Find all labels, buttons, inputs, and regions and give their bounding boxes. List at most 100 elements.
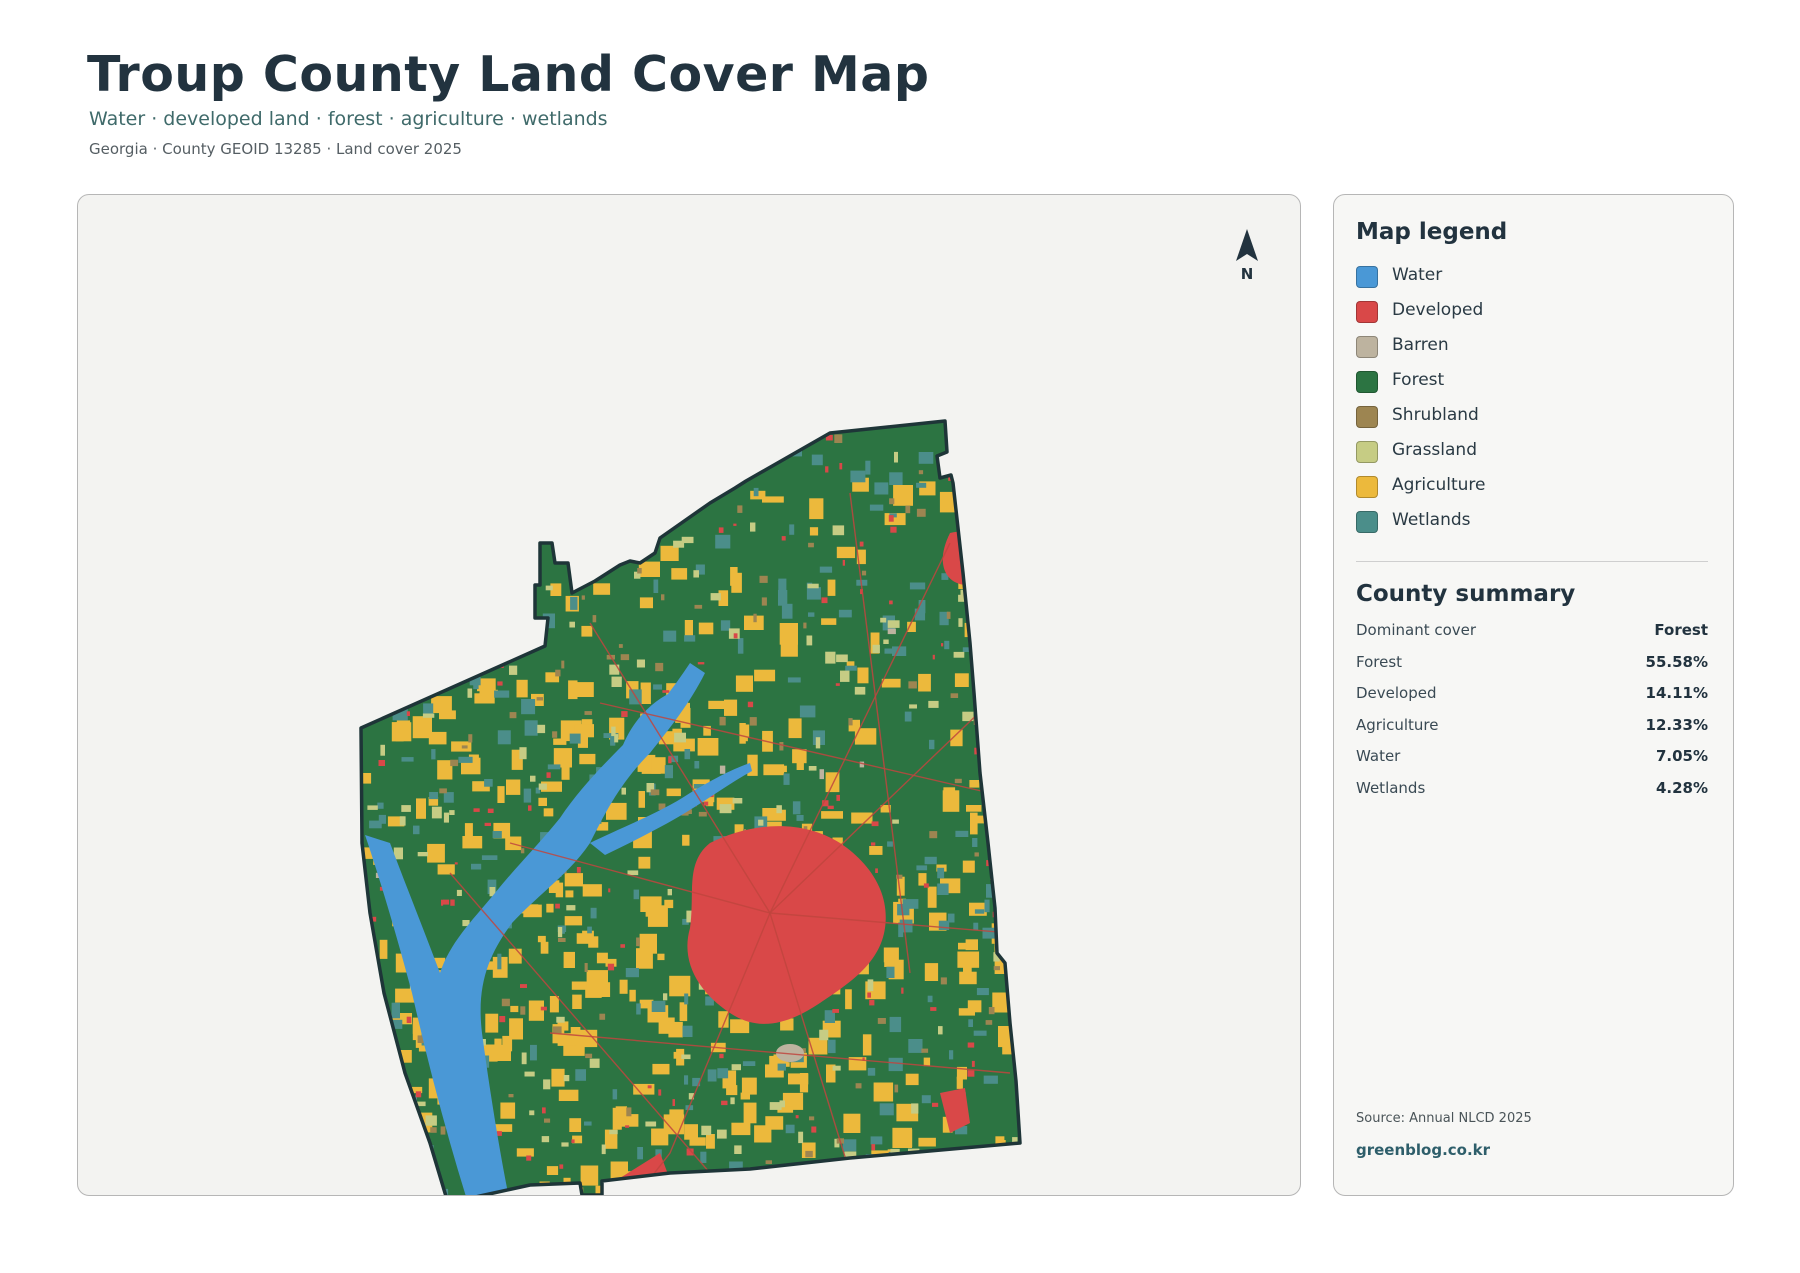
land-cover-patch bbox=[437, 498, 448, 505]
land-cover-patch bbox=[682, 918, 689, 925]
land-cover-patch bbox=[658, 803, 666, 810]
land-cover-patch bbox=[731, 1064, 741, 1071]
land-cover-patch bbox=[550, 583, 562, 596]
land-cover-patch bbox=[582, 930, 594, 937]
summary-row: Wetlands 4.28% bbox=[1356, 779, 1708, 799]
land-cover-patch bbox=[459, 467, 473, 477]
land-cover-patch bbox=[956, 1066, 967, 1080]
land-cover-patch bbox=[361, 554, 365, 557]
land-cover-patch bbox=[439, 788, 447, 794]
land-cover-patch bbox=[555, 903, 560, 909]
land-cover-patch bbox=[969, 902, 987, 916]
land-cover-patch bbox=[973, 479, 983, 497]
land-cover-patch bbox=[626, 1107, 632, 1117]
land-cover-patch bbox=[992, 992, 1008, 1013]
land-cover-patch bbox=[442, 433, 450, 440]
land-cover-patch bbox=[545, 672, 560, 683]
summary-label: Water bbox=[1356, 747, 1401, 765]
land-cover-patch bbox=[655, 662, 664, 672]
side-panel: Map legend Water Developed Barren Forest Shr… bbox=[1333, 194, 1734, 1196]
land-cover-patch bbox=[892, 646, 907, 656]
land-cover-map[interactable] bbox=[78, 195, 1301, 1196]
land-cover-patch bbox=[428, 445, 445, 455]
land-cover-patch bbox=[959, 971, 977, 985]
land-cover-patch bbox=[412, 716, 432, 739]
land-cover-patch bbox=[973, 922, 979, 930]
land-cover-patch bbox=[501, 998, 510, 1007]
land-cover-patch bbox=[620, 654, 630, 661]
west-point-lake bbox=[365, 663, 752, 1195]
land-cover-patch bbox=[471, 863, 482, 870]
legend-label: Wetlands bbox=[1392, 510, 1471, 530]
land-cover-patch bbox=[743, 1102, 757, 1124]
land-cover-patch bbox=[576, 1029, 598, 1048]
land-cover-patch bbox=[861, 570, 867, 576]
land-cover-patch bbox=[859, 541, 864, 547]
land-cover-patch bbox=[892, 819, 899, 824]
land-cover-patch bbox=[845, 665, 857, 671]
land-cover-patch bbox=[541, 781, 562, 792]
land-cover-patch bbox=[663, 1114, 685, 1135]
land-cover-patch bbox=[908, 681, 917, 689]
land-cover-patch bbox=[619, 979, 628, 994]
land-cover-patch bbox=[706, 1134, 715, 1149]
land-cover-patch bbox=[688, 489, 692, 492]
land-cover-patch bbox=[955, 1126, 968, 1135]
land-cover-patch bbox=[391, 1013, 412, 1025]
land-cover-patch bbox=[382, 641, 389, 648]
land-cover-patch bbox=[700, 1151, 707, 1163]
land-cover-patch bbox=[872, 644, 880, 653]
legend-label: Shrubland bbox=[1392, 405, 1479, 425]
land-cover-patch bbox=[835, 683, 840, 686]
land-cover-patch bbox=[775, 425, 787, 442]
land-cover-patch bbox=[825, 466, 829, 473]
land-cover-patch bbox=[772, 452, 780, 458]
land-cover-patch bbox=[428, 797, 439, 806]
land-cover-patch bbox=[381, 491, 390, 500]
land-cover-patch bbox=[481, 855, 498, 860]
land-cover-patch bbox=[601, 1144, 606, 1155]
land-cover-patch bbox=[902, 899, 919, 909]
land-cover-patch bbox=[524, 720, 538, 736]
land-cover-patch bbox=[419, 542, 425, 547]
land-cover-patch bbox=[604, 1129, 618, 1149]
land-cover-patch bbox=[361, 773, 372, 784]
land-cover-patch bbox=[888, 1057, 903, 1072]
land-cover-patch bbox=[369, 454, 375, 465]
land-cover-patch bbox=[426, 623, 430, 629]
land-cover-patch bbox=[857, 667, 869, 684]
land-cover-patch bbox=[566, 528, 576, 533]
land-cover-patch bbox=[681, 536, 694, 544]
land-cover-patch bbox=[575, 1069, 586, 1081]
legend-item-forest: Forest bbox=[1356, 369, 1696, 395]
land-cover-patch bbox=[395, 988, 417, 1003]
land-cover-patch bbox=[431, 806, 442, 819]
land-cover-patch bbox=[695, 564, 705, 575]
land-cover-patch bbox=[842, 559, 845, 566]
map-panel[interactable]: N bbox=[77, 194, 1301, 1196]
land-cover-patch bbox=[1010, 1148, 1020, 1154]
land-cover-patch bbox=[406, 1016, 412, 1023]
land-cover-patch bbox=[962, 860, 975, 873]
land-cover-patch bbox=[393, 847, 403, 860]
brand-link[interactable]: greenblog.co.kr bbox=[1356, 1141, 1491, 1159]
land-cover-patch bbox=[832, 525, 845, 536]
land-cover-patch bbox=[772, 424, 783, 433]
land-cover-patch bbox=[665, 1182, 678, 1192]
land-cover-patch bbox=[701, 1125, 712, 1136]
land-cover-patch bbox=[682, 1025, 693, 1037]
summary-title: County summary bbox=[1356, 581, 1576, 607]
land-cover-patch bbox=[636, 659, 645, 668]
land-cover-patch bbox=[1007, 1180, 1013, 1187]
land-cover-patch bbox=[832, 1065, 841, 1071]
land-cover-patch bbox=[719, 716, 726, 726]
land-cover-patch bbox=[569, 1118, 582, 1132]
land-cover-patch bbox=[494, 438, 512, 454]
land-cover-patch bbox=[819, 566, 833, 573]
land-cover-patch bbox=[437, 586, 445, 598]
land-cover-patch bbox=[1012, 1137, 1018, 1146]
land-cover-patch bbox=[583, 556, 593, 573]
land-cover-patch bbox=[542, 1107, 546, 1114]
land-cover-patch bbox=[918, 452, 934, 464]
land-cover-patch bbox=[991, 853, 1009, 863]
